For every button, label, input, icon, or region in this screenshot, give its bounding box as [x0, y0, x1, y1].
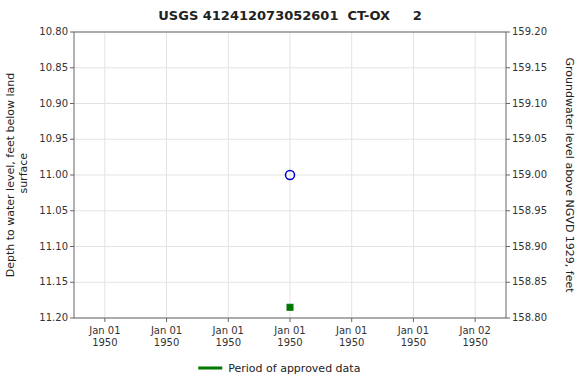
y-tick-label: 10.90	[39, 98, 68, 109]
x-tick-label: Jan 011950	[212, 325, 244, 348]
text-line: 1950	[277, 337, 302, 348]
y2-tick	[506, 175, 510, 176]
y2-tick	[506, 282, 510, 283]
y2-tick-label: 159.05	[512, 133, 547, 144]
y-tick	[70, 103, 74, 104]
y2-tick-label: 159.10	[512, 98, 547, 109]
text-line: 1950	[462, 337, 487, 348]
grid-line	[475, 32, 476, 318]
y2-tick-label: 159.00	[512, 169, 547, 180]
legend-label: Period of approved data	[228, 362, 360, 375]
x-tick	[166, 318, 167, 322]
legend: Period of approved data	[198, 362, 360, 375]
y-axis-label: Depth to water level, feet below land su…	[4, 73, 30, 278]
y-tick	[70, 175, 74, 176]
x-tick	[413, 318, 414, 322]
x-tick	[104, 318, 105, 322]
y-tick-label: 11.20	[39, 312, 68, 323]
y2-tick-label: 159.15	[512, 62, 547, 73]
y-tick-label: 11.00	[39, 169, 68, 180]
y-tick	[70, 32, 74, 33]
text-line: Jan 01	[212, 325, 244, 336]
x-tick-label: Jan 011950	[150, 325, 182, 348]
text-line: 1950	[216, 337, 241, 348]
y2-axis-label: Groundwater level above NGVD 1929, feet	[563, 57, 576, 293]
y2-tick-label: 158.95	[512, 205, 547, 216]
text-line: Jan 01	[397, 325, 429, 336]
y-tick	[70, 67, 74, 68]
grid-line	[290, 32, 291, 318]
y-tick	[70, 282, 74, 283]
y-tick-label: 11.10	[39, 241, 68, 252]
text-line: Jan 01	[335, 325, 367, 336]
grid-line	[166, 32, 167, 318]
y2-tick-label: 158.85	[512, 276, 547, 287]
y2-tick-label: 158.80	[512, 312, 547, 323]
x-tick-label: Jan 011950	[273, 325, 305, 348]
y2-tick	[506, 246, 510, 247]
chart: 10.80 10.85 10.90 10.95 11.00 11.05 11.10 11.15…	[0, 0, 576, 384]
x-tick-label: Jan 021950	[458, 325, 490, 348]
text-line: Depth to water level, feet below land	[4, 73, 17, 278]
title: USGS 412412073052601 CT-OX 2	[158, 8, 421, 23]
legend-swatch	[198, 367, 222, 370]
x-tick-label: Jan 011950	[397, 325, 429, 348]
text-line: 1950	[339, 337, 364, 348]
x-tick	[351, 318, 352, 322]
text-line: Jan 01	[88, 325, 120, 336]
text-line: Jan 01	[273, 325, 305, 336]
grid-line	[413, 32, 414, 318]
x-tick-label: Jan 011950	[88, 325, 120, 348]
grid-line	[104, 32, 105, 318]
y-tick-label: 11.05	[39, 205, 68, 216]
point	[286, 171, 295, 180]
grid-line	[351, 32, 352, 318]
y2-tick	[506, 318, 510, 319]
y-tick-label: 11.15	[39, 276, 68, 287]
y2-tick-label: 159.20	[512, 26, 547, 37]
y-tick	[70, 139, 74, 140]
x-tick	[290, 318, 291, 322]
text-line: 1950	[154, 337, 179, 348]
x-tick	[475, 318, 476, 322]
y-tick-label: 10.85	[39, 62, 68, 73]
grid	[74, 32, 506, 318]
plot-frame	[74, 32, 506, 318]
y-tick-label: 10.80	[39, 26, 68, 37]
text-line: surface	[17, 153, 30, 197]
text-line: 1950	[92, 337, 117, 348]
axes: 10.80 10.85 10.90 10.95 11.00 11.05 11.10 11.15…	[39, 26, 547, 348]
y2-tick	[506, 139, 510, 140]
grid-line	[228, 32, 229, 318]
y-tick	[70, 210, 74, 211]
x-tick-label: Jan 011950	[335, 325, 367, 348]
series	[287, 304, 293, 310]
text-line: 1950	[401, 337, 426, 348]
background	[0, 0, 576, 384]
y2-tick	[506, 67, 510, 68]
y2-tick-label: 158.90	[512, 241, 547, 252]
y2-tick	[506, 32, 510, 33]
x-tick	[228, 318, 229, 322]
point	[287, 304, 293, 310]
series	[286, 171, 295, 180]
text-line: Jan 01	[150, 325, 182, 336]
marks	[286, 171, 295, 311]
y2-tick	[506, 103, 510, 104]
y-tick	[70, 318, 74, 319]
y2-tick	[506, 210, 510, 211]
y-tick	[70, 246, 74, 247]
y-tick-label: 10.95	[39, 133, 68, 144]
text-line: Jan 02	[458, 325, 490, 336]
